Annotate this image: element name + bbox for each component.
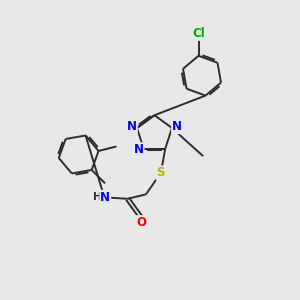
Text: N: N <box>134 143 144 156</box>
Text: O: O <box>136 216 146 229</box>
Text: S: S <box>157 167 165 179</box>
Text: Cl: Cl <box>192 27 205 40</box>
Text: H: H <box>93 192 102 202</box>
Text: N: N <box>127 120 137 133</box>
Text: N: N <box>172 120 182 133</box>
Text: N: N <box>100 191 110 204</box>
